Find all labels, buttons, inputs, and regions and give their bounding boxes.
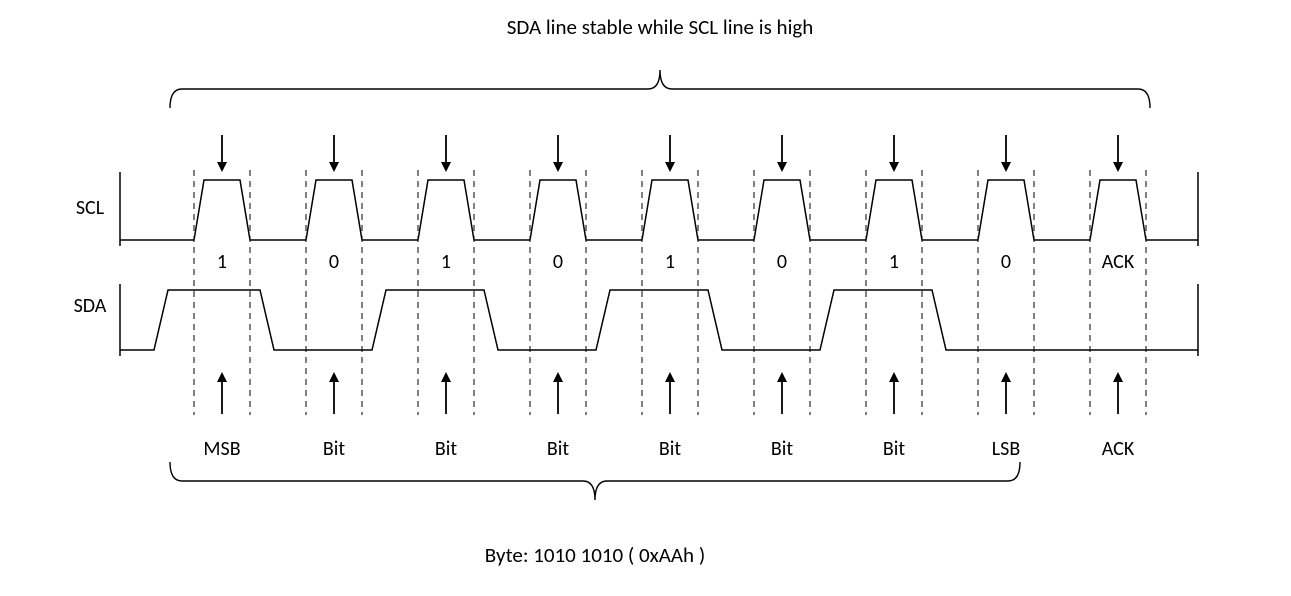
- bit-label: ACK: [1102, 437, 1135, 461]
- bit-label: Bit: [771, 437, 793, 461]
- bit-label: Bit: [435, 437, 457, 461]
- bit-value: 0: [777, 250, 787, 274]
- diagram-svg: 1 MSB 0 Bit 1 Bit 0 Bit 1 Bit 0 Bit 1 Bit 0 LSB ACK ACK SC…: [0, 0, 1291, 596]
- i2c-timing-diagram: 1 MSB 0 Bit 1 Bit 0 Bit 1 Bit 0 Bit 1 Bit 0 LSB ACK ACK SC…: [0, 0, 1291, 596]
- bit-label: LSB: [992, 437, 1021, 461]
- bit-value: 1: [441, 250, 451, 274]
- title-bottom: Byte: 1010 1010 ( 0xAAh ): [485, 542, 705, 568]
- bit-value: 0: [329, 250, 339, 274]
- bit-label: Bit: [547, 437, 569, 461]
- bit-label: MSB: [203, 437, 240, 461]
- bit-value: 1: [665, 250, 675, 274]
- bit-value: 1: [217, 250, 227, 274]
- sda-waveform: [120, 290, 1198, 350]
- bit-value: ACK: [1102, 250, 1135, 274]
- bit-value: 1: [889, 250, 899, 274]
- sda-label: SDA: [74, 294, 107, 318]
- scl-waveform: [120, 180, 1198, 240]
- bit-label: Bit: [659, 437, 681, 461]
- bit-value: 0: [553, 250, 563, 274]
- bit-label: Bit: [883, 437, 905, 461]
- bit-value: 0: [1001, 250, 1011, 274]
- bit-label: Bit: [323, 437, 345, 461]
- title-top: SDA line stable while SCL line is high: [507, 14, 814, 40]
- scl-label: SCL: [76, 196, 105, 220]
